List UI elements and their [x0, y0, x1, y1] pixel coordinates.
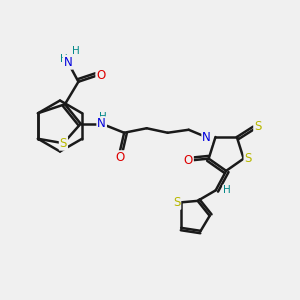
- Text: H: H: [99, 112, 107, 122]
- Text: S: S: [254, 120, 262, 133]
- Text: S: S: [244, 152, 252, 165]
- Text: H: H: [71, 46, 79, 56]
- Text: S: S: [60, 137, 67, 150]
- Text: N: N: [202, 131, 211, 144]
- Text: H: H: [59, 54, 67, 64]
- Text: O: O: [115, 151, 124, 164]
- Text: O: O: [184, 154, 193, 166]
- Text: N: N: [97, 117, 106, 130]
- Text: N: N: [64, 56, 72, 69]
- Text: H: H: [223, 185, 231, 195]
- Text: S: S: [173, 196, 180, 209]
- Text: O: O: [96, 69, 106, 82]
